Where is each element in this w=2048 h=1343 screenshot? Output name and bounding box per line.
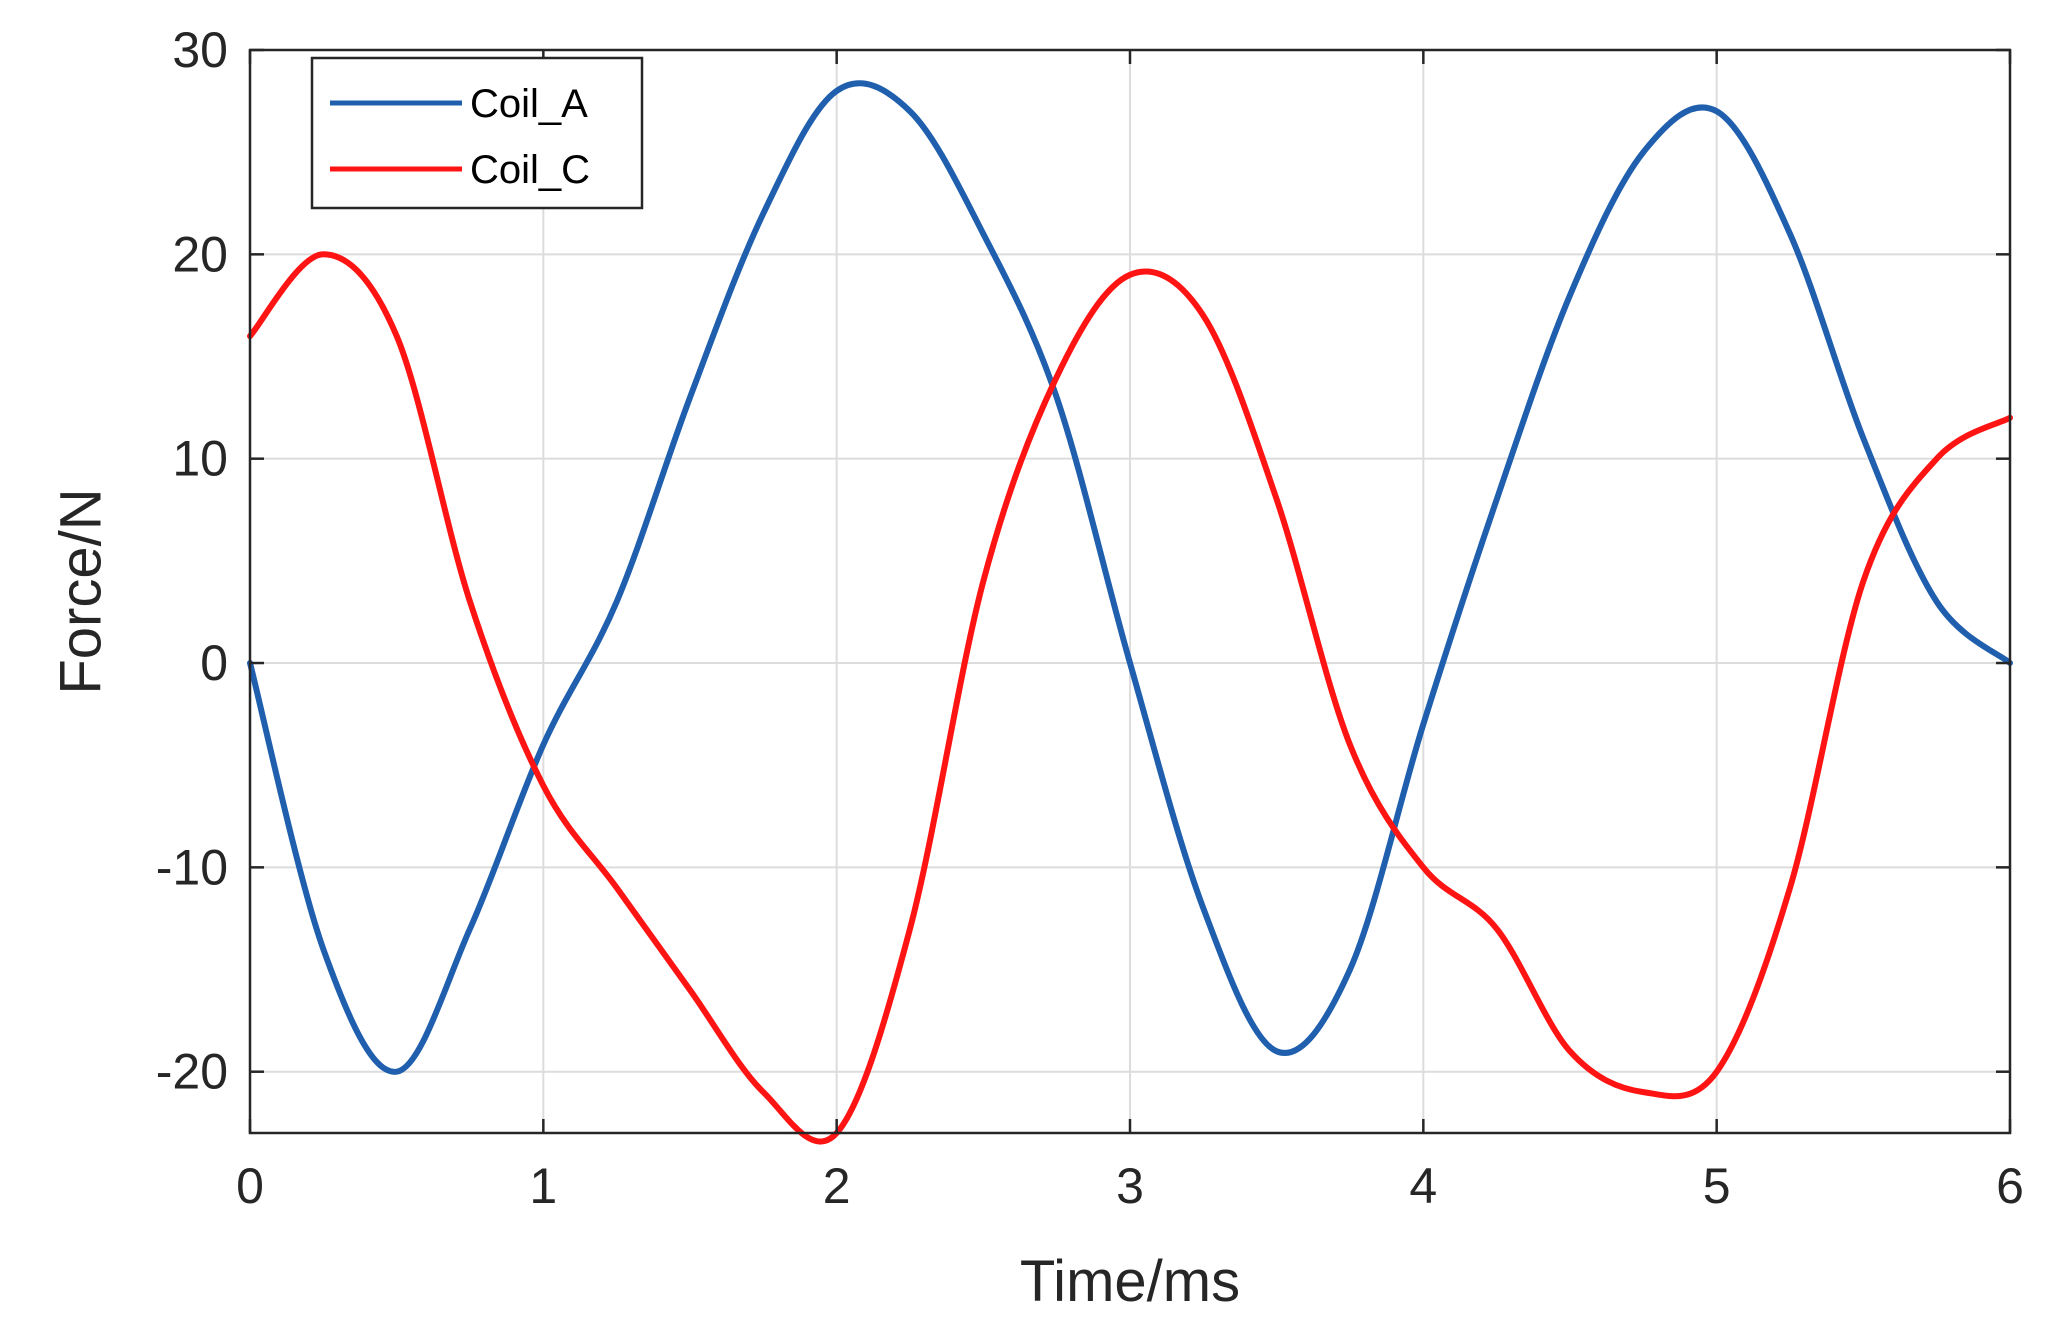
x-tick-label: 3 (1116, 1158, 1144, 1214)
x-tick-label: 2 (823, 1158, 851, 1214)
x-tick-label: 1 (529, 1158, 557, 1214)
legend-label-coil-c: Coil_C (470, 148, 590, 192)
x-tick-label: 0 (236, 1158, 264, 1214)
series-line-coil-a (247, 80, 2013, 1075)
y-tick-label: -20 (156, 1044, 228, 1100)
y-tick-label: 30 (172, 22, 228, 78)
legend-box (310, 56, 644, 210)
x-tick-label: 6 (1996, 1158, 2024, 1214)
series-line-coil-c (247, 251, 2013, 1145)
y-tick-label: 20 (172, 226, 228, 282)
legend-label-coil-a: Coil_A (470, 82, 588, 126)
y-tick-label: 0 (200, 635, 228, 691)
x-axis-label: Time/ms (1020, 1249, 1240, 1314)
y-tick-label: -10 (156, 839, 228, 895)
series-layer (247, 80, 2013, 1145)
x-tick-label: 5 (1703, 1158, 1731, 1214)
y-tick-label: 10 (172, 431, 228, 487)
y-axis-label: Force/N (48, 488, 113, 694)
x-tick-label: 4 (1409, 1158, 1437, 1214)
legend: Coil_A Coil_C (310, 56, 644, 210)
